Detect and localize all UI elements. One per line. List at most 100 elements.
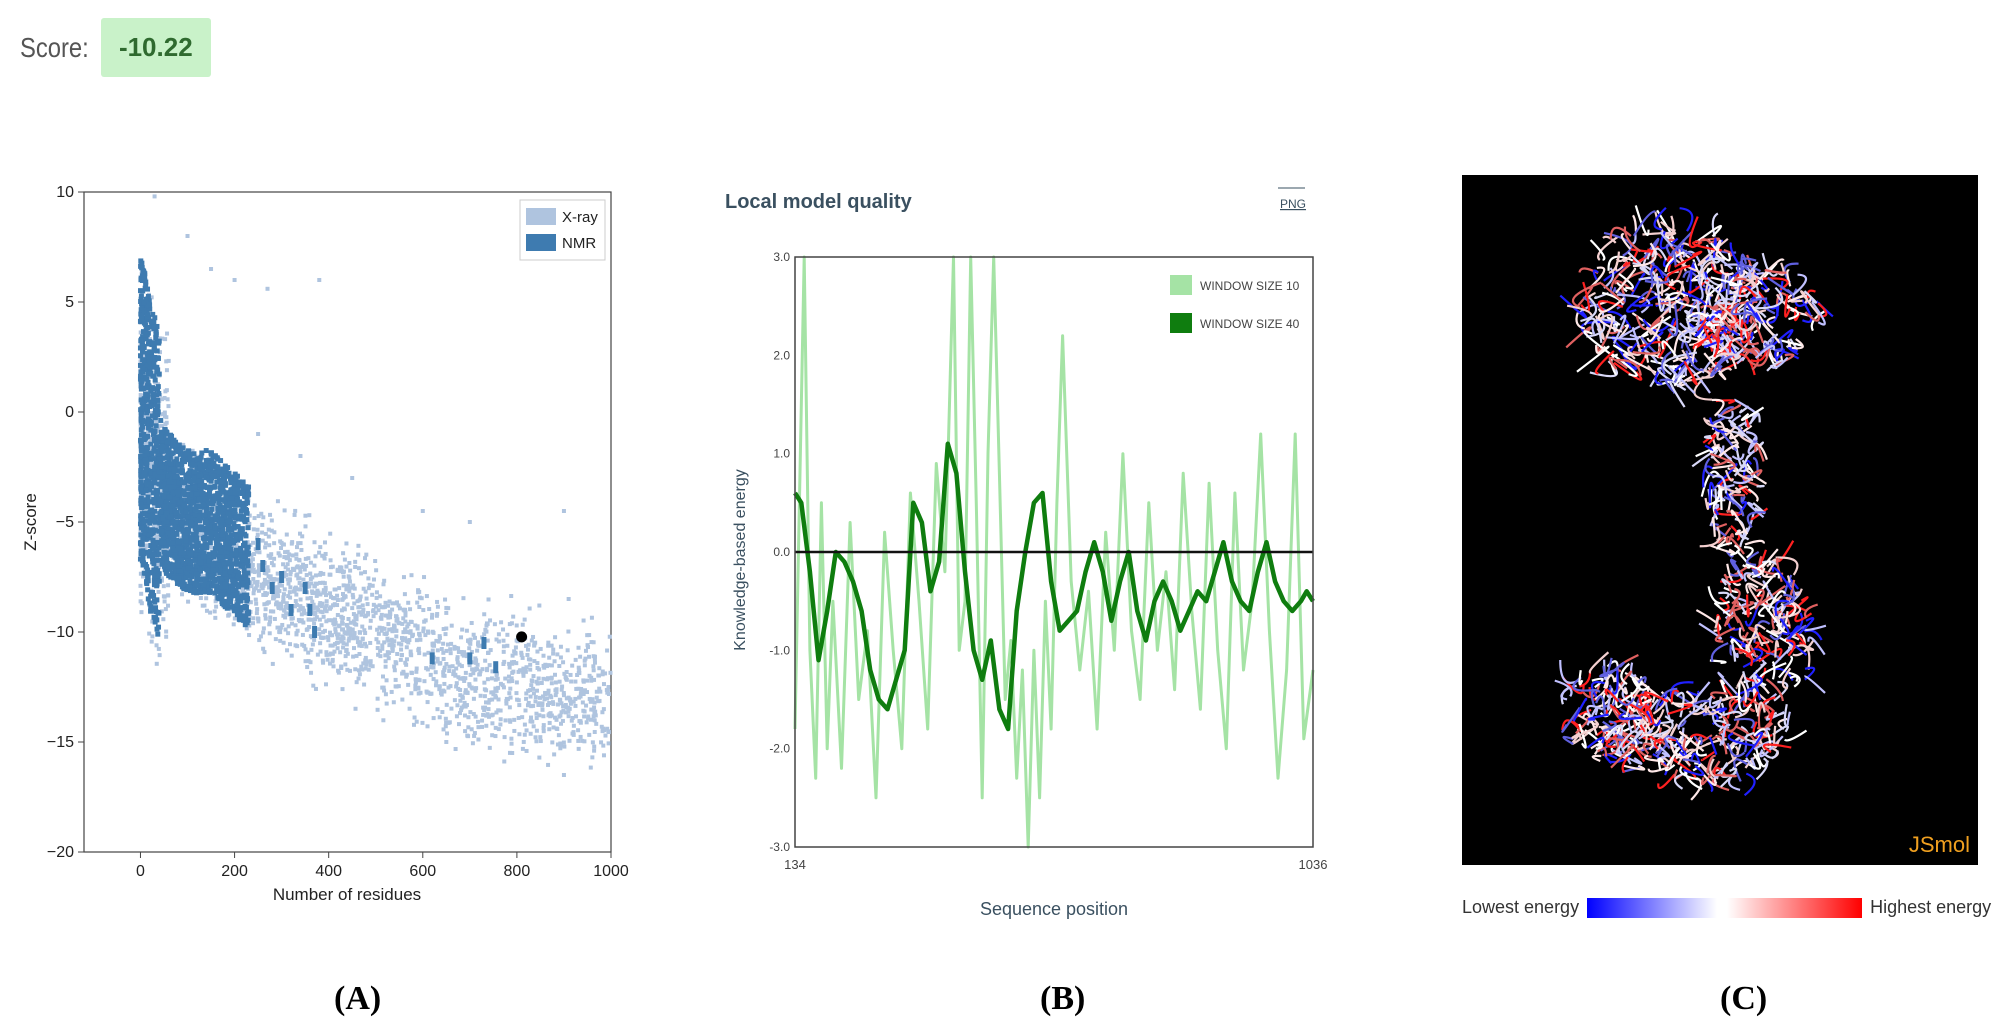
nmr-point	[243, 559, 249, 565]
xray-point	[457, 662, 462, 667]
nmr-point	[139, 265, 145, 271]
xray-point	[465, 690, 470, 695]
nmr-point	[145, 596, 151, 602]
x-tick-label: 1036	[1299, 857, 1328, 872]
xray-point	[312, 637, 317, 642]
nmr-point	[154, 369, 160, 375]
xray-point	[416, 590, 421, 595]
nmr-point	[216, 500, 222, 506]
xray-point	[151, 462, 156, 467]
xray-point	[264, 581, 269, 586]
xray-point	[566, 714, 571, 719]
x-tick-label: 1000	[593, 863, 629, 880]
nmr-point	[237, 548, 243, 554]
nmr-point	[232, 487, 238, 493]
nmr-point	[219, 594, 225, 600]
xray-point	[564, 696, 569, 701]
xray-point	[358, 597, 363, 602]
xray-point	[587, 696, 592, 701]
nmr-point	[155, 551, 161, 557]
xray-point	[380, 626, 385, 631]
xray-point	[257, 566, 262, 571]
xray-point	[540, 707, 545, 712]
xray-point	[346, 574, 351, 579]
xray-point	[213, 599, 218, 604]
xray-point	[502, 759, 507, 764]
xray-point	[407, 637, 412, 642]
xray-point	[190, 448, 195, 453]
png-export-link[interactable]: PNG	[1280, 197, 1306, 211]
nmr-point	[193, 491, 199, 497]
xray-point	[367, 582, 372, 587]
xray-point	[366, 667, 371, 672]
xray-point	[348, 630, 353, 635]
nmr-point	[143, 296, 149, 302]
nmr-point	[312, 626, 318, 638]
nmr-point	[145, 379, 151, 385]
xray-point	[338, 650, 343, 655]
nmr-point	[141, 268, 147, 274]
xray-point	[592, 718, 597, 723]
xray-point	[281, 598, 286, 603]
xray-point	[285, 577, 290, 582]
xray-point	[406, 640, 411, 645]
xray-point	[269, 528, 274, 533]
xray-point	[473, 677, 478, 682]
xray-point	[459, 705, 464, 710]
nmr-point	[148, 569, 154, 575]
nmr-point	[183, 550, 189, 556]
nmr-point	[196, 518, 202, 524]
xray-point	[558, 698, 563, 703]
nmr-point	[215, 511, 221, 517]
xray-point	[521, 673, 526, 678]
xray-point	[506, 674, 511, 679]
nmr-point	[141, 361, 147, 367]
xray-point	[507, 679, 512, 684]
xray-point	[589, 640, 594, 645]
xray-point	[431, 716, 436, 721]
xray-point	[370, 583, 375, 588]
y-tick-label: 3.0	[773, 250, 790, 264]
xray-point	[404, 662, 409, 667]
xray-point	[156, 589, 161, 594]
xray-point	[295, 628, 300, 633]
xray-point	[561, 740, 566, 745]
jsmol-structure-viewer[interactable]: JSmol	[1462, 175, 1978, 865]
xray-point	[154, 643, 159, 648]
nmr-point	[213, 464, 219, 470]
nmr-point	[155, 451, 161, 457]
nmr-point	[201, 550, 207, 556]
xray-point	[314, 581, 319, 586]
nmr-point	[194, 535, 200, 541]
xray-point	[582, 663, 587, 668]
xray-point	[323, 551, 328, 556]
xray-point	[473, 688, 478, 693]
nmr-point	[201, 512, 207, 518]
nmr-point	[179, 522, 185, 528]
xray-point	[251, 621, 256, 626]
nmr-point	[183, 538, 189, 544]
nmr-point	[237, 594, 243, 600]
xray-point	[204, 596, 209, 601]
y-tick-label: −15	[47, 734, 74, 751]
xray-point	[332, 642, 337, 647]
nmr-point	[188, 473, 194, 479]
nmr-point	[145, 494, 151, 500]
xray-point	[357, 605, 362, 610]
xray-point	[401, 575, 406, 580]
nmr-point	[240, 487, 246, 493]
xray-point	[381, 718, 386, 723]
xray-point	[454, 666, 459, 671]
xray-point	[364, 659, 369, 664]
nmr-point	[143, 391, 149, 397]
xray-point	[275, 571, 280, 576]
xray-point	[392, 664, 397, 669]
xray-point	[426, 630, 431, 635]
xray-point	[364, 596, 369, 601]
xray-point	[308, 560, 313, 565]
xray-point	[380, 646, 385, 651]
nmr-point	[227, 559, 233, 565]
x-tick-label: 600	[409, 863, 436, 880]
nmr-point	[151, 496, 157, 502]
nmr-point	[236, 479, 242, 485]
